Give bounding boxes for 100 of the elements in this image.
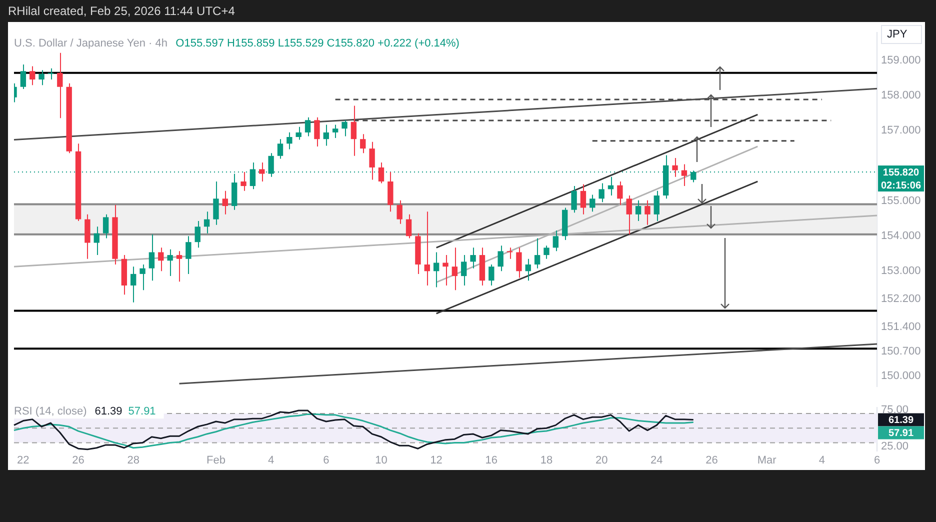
candlestick <box>194 220 200 248</box>
candlestick <box>461 254 467 286</box>
candlestick <box>167 248 173 277</box>
candlestick <box>672 158 678 178</box>
y-tick-label: 157.000 <box>881 124 921 137</box>
x-tick-label: Mar <box>757 454 777 466</box>
candlestick <box>590 194 596 212</box>
candlestick <box>296 126 302 140</box>
candlestick <box>525 258 531 282</box>
candlestick <box>259 162 265 182</box>
candlestick <box>488 264 494 286</box>
y-tick-label: 158.000 <box>881 90 921 102</box>
annotation: 57.91 <box>128 406 156 418</box>
x-tick-label: Feb <box>206 454 226 466</box>
candlestick <box>332 124 338 139</box>
candlestick <box>350 105 357 156</box>
candlestick <box>681 164 688 187</box>
y-tick-label: 155.000 <box>881 194 921 207</box>
candlestick <box>470 247 476 269</box>
candlestick <box>277 138 284 160</box>
x-tick-label: 6 <box>874 454 880 466</box>
candlestick <box>102 214 109 239</box>
candlestick <box>626 194 632 235</box>
candlestick <box>130 266 136 303</box>
x-tick-label: 26 <box>72 454 84 466</box>
candlestick <box>176 250 182 282</box>
x-tick-label: 26 <box>706 454 718 466</box>
candlestick <box>250 162 256 190</box>
y-tick-label: 150.000 <box>881 370 921 382</box>
candlestick <box>369 141 375 180</box>
text: 57.91 <box>888 428 914 440</box>
y-tick-label: 75.00 <box>881 404 909 416</box>
candlestick <box>286 132 292 150</box>
candlestick <box>498 245 504 272</box>
candlestick <box>635 200 642 222</box>
x-tick-label: 20 <box>595 454 608 466</box>
candlestick <box>424 211 430 286</box>
candlestick <box>598 182 604 203</box>
y-tick-label: 150.700 <box>881 345 921 358</box>
candlestick <box>57 52 63 119</box>
candlestick <box>433 252 440 288</box>
text: RHilal created, Feb 25, 2026 11:44 UTC+4 <box>8 4 235 18</box>
text: 61.39 <box>888 415 914 426</box>
candlestick <box>314 116 320 147</box>
text: U.S. Dollar / Japanese Yen · 4h <box>14 38 168 50</box>
candlestick <box>323 124 329 146</box>
candlestick <box>378 162 384 184</box>
chart-title: RSI (14, close) <box>14 406 87 418</box>
x-tick-label: 18 <box>540 454 553 466</box>
candlestick <box>48 68 54 80</box>
y-tick-label: 152.200 <box>881 292 921 305</box>
candlestick <box>360 134 366 154</box>
x-tick-label: 4 <box>268 454 274 466</box>
candlestick <box>148 234 155 282</box>
candlestick <box>204 211 210 234</box>
x-tick-label: 28 <box>127 454 140 466</box>
y-tick-label: 153.000 <box>881 264 921 277</box>
candlestick <box>534 238 540 269</box>
x-tick-label: 4 <box>818 454 825 466</box>
x-tick-label: 12 <box>430 454 442 466</box>
y-tick-label: 151.400 <box>881 320 921 333</box>
ref-line-label: 155.820 <box>882 167 920 178</box>
annotation: 61.39 <box>94 406 122 418</box>
x-tick-label: 16 <box>485 454 498 466</box>
candlestick <box>38 70 44 86</box>
candlestick <box>580 184 586 215</box>
y-axis-title: JPY <box>887 28 908 41</box>
candlestick <box>516 247 522 278</box>
candlestick <box>644 200 650 226</box>
candlestick <box>452 247 458 291</box>
x-tick-label: 22 <box>17 454 30 466</box>
candlestick <box>213 180 219 226</box>
candlestick <box>396 200 402 224</box>
candlestick <box>552 230 559 252</box>
candlestick <box>84 214 90 260</box>
x-tick-label: 10 <box>375 454 388 466</box>
x-tick-label: 6 <box>323 454 330 466</box>
candlestick <box>442 254 448 286</box>
candlestick <box>140 264 146 291</box>
candlestick <box>222 190 228 215</box>
candlestick <box>304 116 311 137</box>
candlestick <box>388 172 394 212</box>
candlestick <box>30 66 36 86</box>
candlestick <box>406 214 412 239</box>
y-tick-label: 25.00 <box>881 440 909 452</box>
y-tick-label: 154.000 <box>881 230 921 242</box>
candlestick <box>544 245 550 260</box>
candlestick <box>20 64 26 90</box>
candlestick <box>158 247 164 272</box>
candlestick <box>186 236 192 274</box>
y-tick-label: 159.000 <box>881 54 921 67</box>
candlestick <box>94 226 100 256</box>
candlestick <box>342 120 348 137</box>
candlestick <box>617 180 623 206</box>
candlestick <box>240 172 246 192</box>
x-tick-label: 24 <box>650 454 663 466</box>
text: 02:15:06 <box>880 180 922 192</box>
candlestick <box>571 186 577 214</box>
candlestick <box>506 247 513 260</box>
candlestick <box>654 190 660 222</box>
